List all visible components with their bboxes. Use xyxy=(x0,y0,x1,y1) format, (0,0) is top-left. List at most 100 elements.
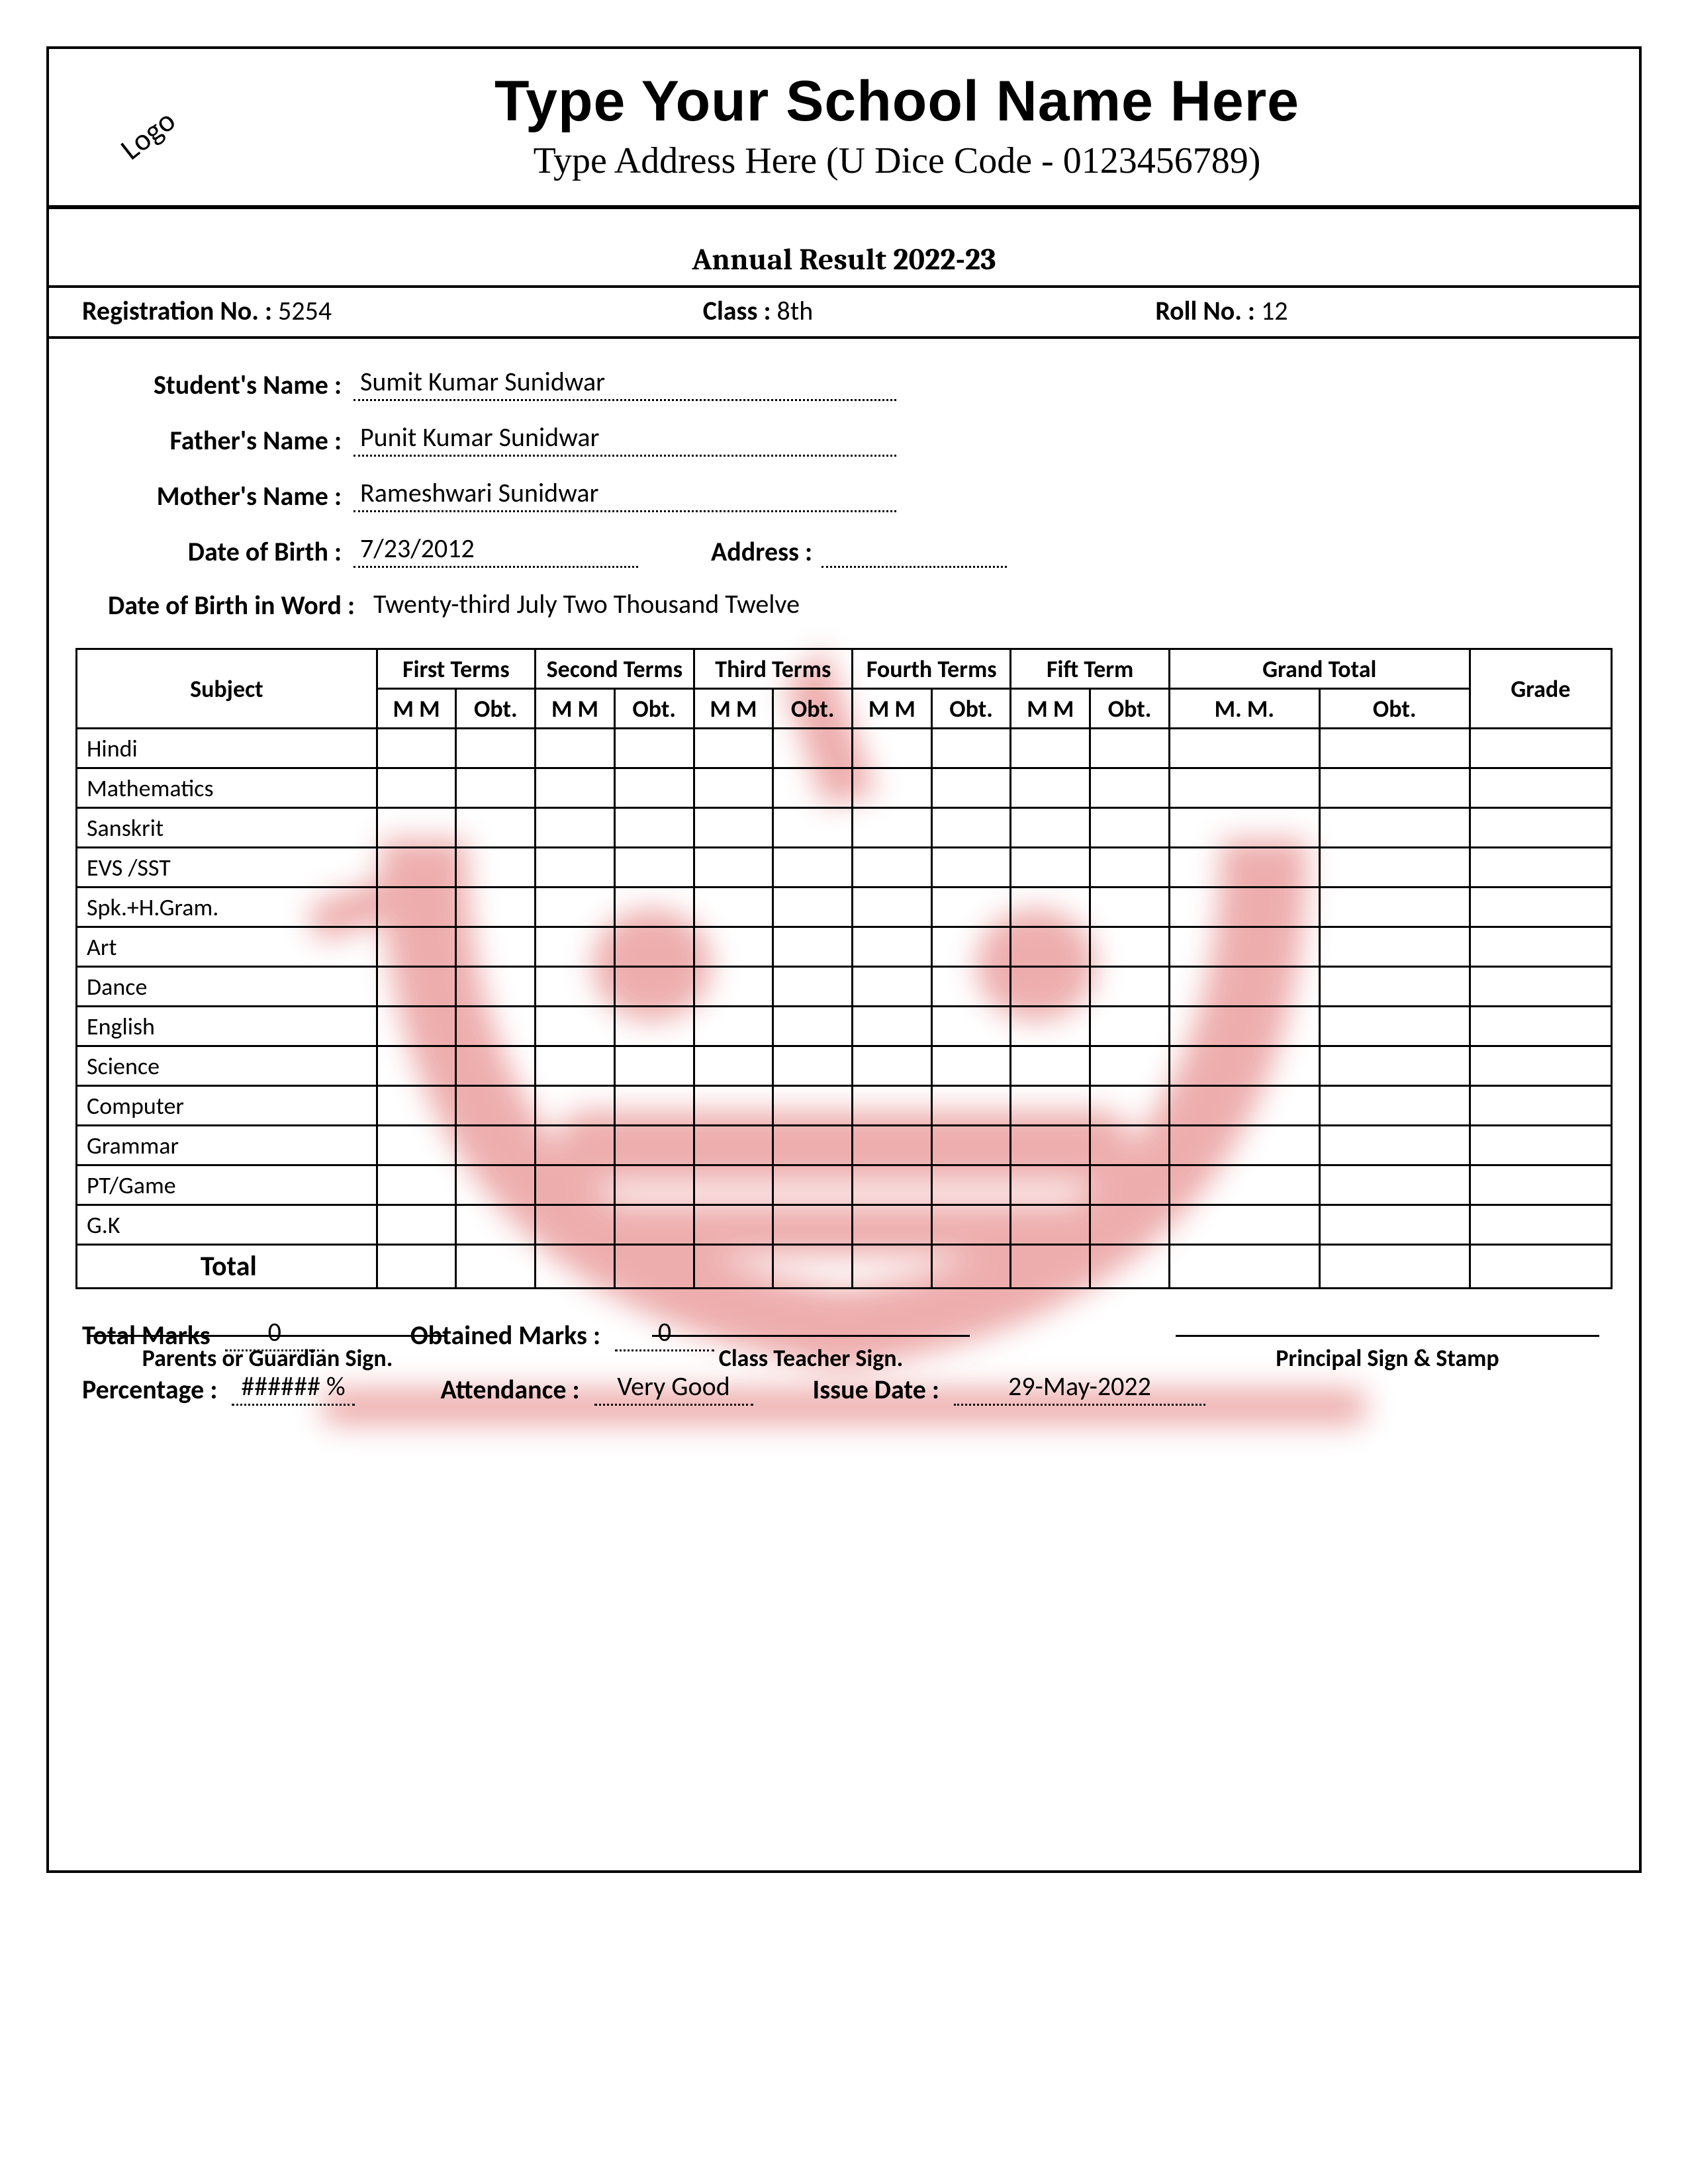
th-mm: M M xyxy=(377,689,456,729)
mark-cell xyxy=(1319,967,1470,1007)
table-row: Dance xyxy=(77,967,1612,1007)
mark-cell xyxy=(614,729,694,768)
mark-cell xyxy=(1470,848,1611,887)
mark-cell xyxy=(1090,1165,1170,1205)
mark-cell xyxy=(456,1007,536,1046)
th-term-4: Fourth Terms xyxy=(853,649,1011,689)
subject-cell: Grammar xyxy=(77,1126,377,1165)
th-obt: Obt. xyxy=(931,689,1011,729)
mark-cell xyxy=(931,1086,1011,1126)
mark-cell xyxy=(773,768,853,808)
mark-cell xyxy=(1011,1205,1090,1245)
father-name-value: Punit Kumar Sunidwar xyxy=(353,421,896,457)
mark-cell xyxy=(694,729,773,768)
mark-cell xyxy=(931,729,1011,768)
dob-word-value: Twenty-third July Two Thousand Twelve xyxy=(367,588,910,621)
th-obt: Obt. xyxy=(1090,689,1170,729)
th-grade: Grade xyxy=(1470,649,1611,729)
th-obt: Obt. xyxy=(773,689,853,729)
mark-cell xyxy=(1090,729,1170,768)
mark-cell xyxy=(853,1126,932,1165)
mark-cell xyxy=(1169,1086,1319,1126)
registration-row: Registration No. : 5254 Class : 8th Roll… xyxy=(49,288,1639,339)
mark-cell xyxy=(614,1007,694,1046)
mark-cell xyxy=(1470,967,1611,1007)
mark-cell xyxy=(853,848,932,887)
total-cell xyxy=(694,1245,773,1289)
total-cell xyxy=(536,1245,615,1289)
mark-cell xyxy=(1319,808,1470,848)
mark-cell xyxy=(614,1086,694,1126)
mark-cell xyxy=(694,808,773,848)
mark-cell xyxy=(1011,808,1090,848)
mark-cell xyxy=(1169,729,1319,768)
mark-cell xyxy=(1319,1165,1470,1205)
table-row: G.K xyxy=(77,1205,1612,1245)
th-term-2: Second Terms xyxy=(536,649,694,689)
mark-cell xyxy=(773,848,853,887)
mark-cell xyxy=(1169,887,1319,927)
mark-cell xyxy=(931,1046,1011,1086)
student-name-value: Sumit Kumar Sunidwar xyxy=(353,365,896,401)
mark-cell xyxy=(931,808,1011,848)
mark-cell xyxy=(773,927,853,967)
mark-cell xyxy=(853,808,932,848)
mark-cell xyxy=(1011,1007,1090,1046)
mark-cell xyxy=(536,1126,615,1165)
mark-cell xyxy=(377,1126,456,1165)
mark-cell xyxy=(456,1086,536,1126)
subject-cell: Dance xyxy=(77,967,377,1007)
subject-cell: English xyxy=(77,1007,377,1046)
mark-cell xyxy=(536,848,615,887)
table-row: Computer xyxy=(77,1086,1612,1126)
student-info: Student's Name : Sumit Kumar Sunidwar Fa… xyxy=(49,339,1639,621)
mark-cell xyxy=(694,848,773,887)
mark-cell xyxy=(536,768,615,808)
mark-cell xyxy=(1169,927,1319,967)
mark-cell xyxy=(694,967,773,1007)
mark-cell xyxy=(931,1205,1011,1245)
mark-cell xyxy=(536,729,615,768)
subject-cell: Science xyxy=(77,1046,377,1086)
mark-cell xyxy=(1169,967,1319,1007)
mark-cell xyxy=(773,729,853,768)
mark-cell xyxy=(1011,887,1090,927)
mark-cell xyxy=(456,808,536,848)
mark-cell xyxy=(773,1126,853,1165)
mark-cell xyxy=(1090,1007,1170,1046)
mark-cell xyxy=(614,1126,694,1165)
mark-cell xyxy=(1169,1046,1319,1086)
mark-cell xyxy=(1470,1165,1611,1205)
th-grand-mm: M. M. xyxy=(1169,689,1319,729)
mark-cell xyxy=(694,1126,773,1165)
mark-cell xyxy=(1470,808,1611,848)
mark-cell xyxy=(931,1165,1011,1205)
mark-cell xyxy=(1319,1007,1470,1046)
mark-cell xyxy=(1169,848,1319,887)
table-row: Grammar xyxy=(77,1126,1612,1165)
mark-cell xyxy=(536,1165,615,1205)
mark-cell xyxy=(1090,848,1170,887)
table-row: Hindi xyxy=(77,729,1612,768)
table-row: EVS /SST xyxy=(77,848,1612,887)
subject-cell: Art xyxy=(77,927,377,967)
marks-table-wrap: Subject First Terms Second Terms Third T… xyxy=(49,641,1639,1289)
mark-cell xyxy=(773,1007,853,1046)
mark-cell xyxy=(1470,768,1611,808)
mark-cell xyxy=(853,1205,932,1245)
signature-row: Parents or Guardian Sign. Class Teacher … xyxy=(49,1335,1639,1373)
mark-cell xyxy=(931,848,1011,887)
mark-cell xyxy=(614,887,694,927)
total-cell xyxy=(931,1245,1011,1289)
mark-cell xyxy=(614,1165,694,1205)
mark-cell xyxy=(1319,1205,1470,1245)
dob-value: 7/23/2012 xyxy=(353,532,638,568)
subject-cell: EVS /SST xyxy=(77,848,377,887)
mark-cell xyxy=(377,927,456,967)
mark-cell xyxy=(1011,1086,1090,1126)
total-cell xyxy=(1169,1245,1319,1289)
mark-cell xyxy=(1090,927,1170,967)
mark-cell xyxy=(1169,1126,1319,1165)
mark-cell xyxy=(536,1086,615,1126)
mark-cell xyxy=(377,967,456,1007)
